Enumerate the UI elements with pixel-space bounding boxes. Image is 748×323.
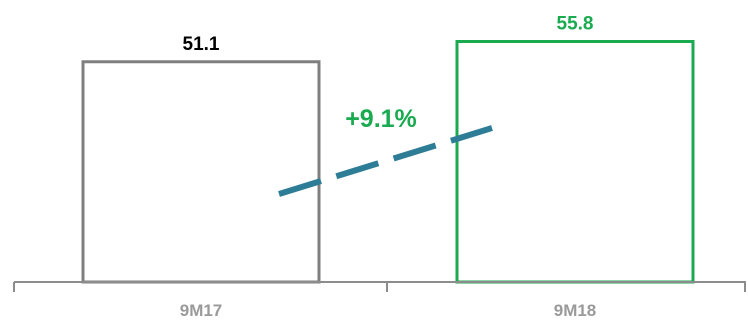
bar-9m17 — [81, 60, 321, 284]
value-label-9m18: 55.8 — [557, 14, 594, 35]
labels-group: 51.1 9M17 55.8 9M18 — [180, 14, 597, 320]
growth-label: +9.1% — [345, 105, 417, 133]
bar-9m18 — [455, 40, 695, 284]
growth-trend-line — [278, 125, 493, 197]
bars-group — [81, 40, 695, 284]
category-label-9m18: 9M18 — [554, 301, 597, 320]
x-axis — [13, 281, 746, 292]
category-label-9m17: 9M17 — [180, 301, 223, 320]
value-label-9m17: 51.1 — [183, 34, 220, 55]
